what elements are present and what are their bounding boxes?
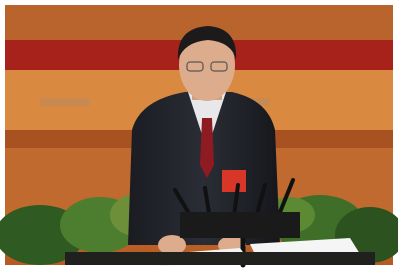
page: [0, 0, 398, 270]
podium: [65, 252, 375, 265]
badge: [222, 170, 246, 192]
panel-plaque: [40, 98, 90, 106]
scene: [0, 5, 398, 266]
microphone-base: [180, 212, 300, 238]
photo: [0, 0, 398, 270]
